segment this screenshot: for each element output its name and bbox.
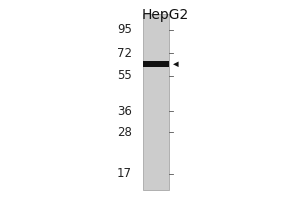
- Text: 55: 55: [117, 69, 132, 82]
- Text: 36: 36: [117, 105, 132, 118]
- Text: 72: 72: [117, 47, 132, 60]
- Text: 95: 95: [117, 23, 132, 36]
- Text: 17: 17: [117, 167, 132, 180]
- Text: 28: 28: [117, 126, 132, 139]
- Text: HepG2: HepG2: [141, 8, 189, 22]
- Bar: [143, 14, 169, 190]
- Bar: [143, 61, 169, 67]
